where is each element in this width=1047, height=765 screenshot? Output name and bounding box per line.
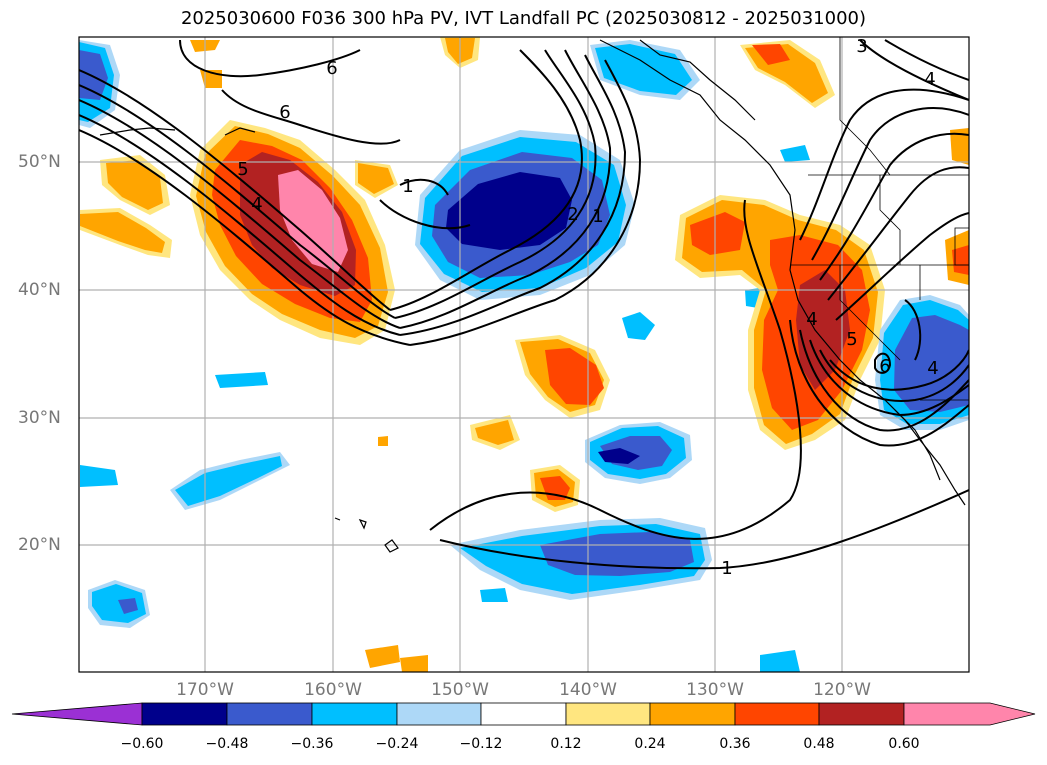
positive-anomaly-us-west-coast [675,195,969,450]
contour-label: 1 [721,558,732,579]
colorbar-tick-label: −0.48 [205,736,249,752]
map-graticule [79,37,969,672]
contour-label: 4 [927,358,938,379]
colorbar-segment [226,702,313,726]
coastlines [99,39,966,553]
colorbar-tick-label: 0.12 [550,736,582,752]
contour-label: 3 [856,36,867,57]
positive-anomaly-small-patches [80,37,480,258]
contour-label: 1 [592,206,603,227]
colorbar-tick-label: −0.12 [459,736,503,752]
colorbar-segment [565,702,651,726]
contour-label: 4 [924,69,935,90]
positive-anomaly-nw-pacific [190,120,395,345]
contour-labels: 6 6 5 4 1 2 1 3 4 4 5 6 4 1 [237,36,938,579]
colorbar-segment [649,702,736,726]
contour-label: 5 [846,329,857,350]
contour-label: 6 [279,102,290,123]
longitude-label: 130°W [686,680,744,700]
colorbar [11,702,1036,726]
latitude-label: 30°N [18,408,61,428]
longitude-label: 160°W [304,680,362,700]
latitude-label: 50°N [18,152,61,172]
latitude-label: 20°N [18,535,61,555]
colorbar-segment [480,702,567,726]
contour-label: 4 [251,194,262,215]
latitude-label: 40°N [18,280,61,300]
contour-label: 6 [879,356,890,377]
contour-label: 5 [237,159,248,180]
colorbar-tick-label: 0.48 [803,736,835,752]
political-boundaries [790,37,969,401]
contour-label: 2 [567,204,578,225]
colorbar-tick-label: −0.24 [375,736,419,752]
positive-anomaly-subtropical [365,40,969,672]
map-plot: 6 6 5 4 1 2 1 3 4 4 5 6 4 1 [79,36,969,672]
colorbar-segment [311,702,398,726]
contour-label: 1 [402,176,413,197]
colorbar-segment [396,702,482,726]
longitude-label: 170°W [176,680,234,700]
longitude-label: 140°W [559,680,617,700]
colorbar-segment [11,702,143,726]
longitude-label: 120°W [813,680,871,700]
contour-label: 4 [806,309,817,330]
pv-contours [79,39,969,570]
colorbar-tick-label: 0.60 [888,736,920,752]
colorbar-segment [818,702,905,726]
map-frame [78,36,970,673]
colorbar-segment [734,702,820,726]
colorbar-tick-label: −0.60 [120,736,164,752]
colorbar-tick-label: 0.24 [634,736,666,752]
longitude-label: 150°W [431,680,489,700]
colorbar-tick-label: −0.36 [290,736,334,752]
colorbar-segment [141,702,228,726]
map-title: 2025030600 F036 300 hPa PV, IVT Landfall… [180,8,867,29]
colorbar-segment [903,702,1036,726]
negative-anomaly-central-pacific [415,130,635,300]
colorbar-tick-label: 0.36 [719,736,751,752]
contour-label: 6 [326,58,337,79]
